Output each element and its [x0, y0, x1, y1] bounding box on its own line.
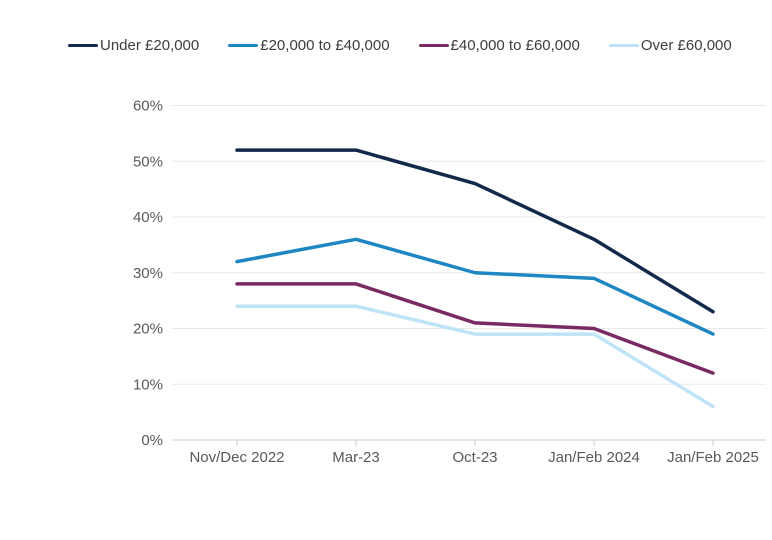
y-tick-label: 10%	[133, 376, 163, 393]
x-tick-label: Nov/Dec 2022	[189, 449, 284, 466]
y-tick-label: 40%	[133, 209, 163, 226]
series-line-over-60-000	[235, 304, 715, 409]
y-tick-label: 0%	[141, 432, 163, 449]
legend-item-under-20-000: Under £20,000	[68, 37, 199, 54]
series-line-40-000-to-60-000	[235, 282, 715, 375]
y-tick-label: 20%	[133, 321, 163, 338]
series-line-20-000-to-40-000	[235, 237, 715, 336]
series-line-under-20-000	[235, 148, 715, 314]
legend-label: Under £20,000	[100, 37, 200, 54]
legend-label: £40,000 to £60,000	[450, 37, 580, 54]
x-tick-label: Jan/Feb 2024	[548, 449, 640, 466]
legend-item-20-000-to-40-000: £20,000 to £40,000	[228, 37, 390, 54]
legend-label: Over £60,000	[640, 37, 732, 54]
x-tick-label: Mar-23	[332, 449, 380, 466]
legend-marker-icon	[228, 43, 259, 48]
x-tick-label: Oct-23	[452, 449, 497, 466]
y-tick-label: 30%	[133, 265, 163, 282]
x-tick-label: Jan/Feb 2025	[667, 449, 759, 466]
chart-legend: Under £20,000 £20,000 to £40,000 £40,000 t…	[68, 37, 732, 54]
legend-item-over-60-000: Over £60,000	[608, 37, 732, 54]
y-tick-label: 60%	[133, 98, 163, 115]
legend-item-40-000-to-60-000: £40,000 to £60,000	[418, 37, 580, 54]
legend-marker-icon	[68, 43, 98, 48]
legend-label: £20,000 to £40,000	[260, 37, 390, 54]
legend-marker-icon	[418, 43, 449, 48]
y-tick-label: 50%	[133, 153, 163, 170]
legend-marker-icon	[608, 43, 639, 48]
